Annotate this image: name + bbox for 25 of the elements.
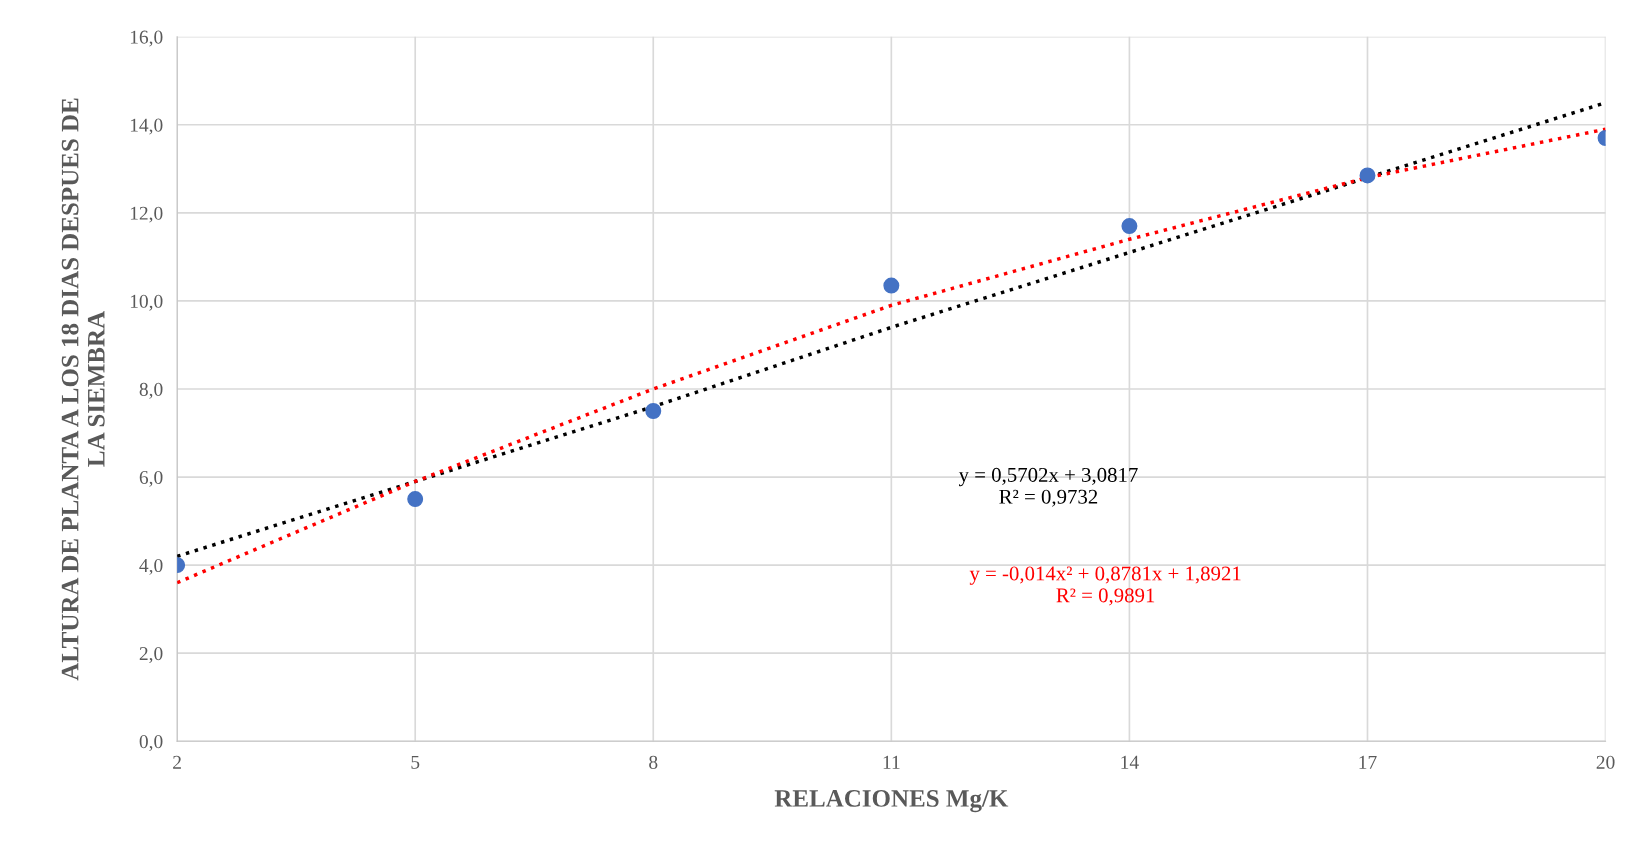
- y-tick-label: 10,0: [130, 294, 163, 311]
- y-tick-label: 8,0: [139, 382, 163, 399]
- point: [1121, 218, 1138, 235]
- point: [407, 491, 424, 508]
- y-tick-label: 14,0: [130, 118, 163, 135]
- x-tick-label: 17: [1359, 755, 1377, 769]
- y-tick-label: 2,0: [139, 647, 163, 663]
- x-tick-label: 11: [883, 755, 900, 769]
- point: [1359, 167, 1376, 184]
- y-tick-label: 6,0: [139, 470, 163, 487]
- text: y = -0,014x² + 0,8781x + 1,8921 R² = 0,9891: [969, 566, 1241, 606]
- y-tick-label: 16,0: [130, 30, 163, 47]
- x-tick-label: 2: [173, 755, 181, 769]
- y-tick-label: 4,0: [139, 558, 163, 575]
- point: [883, 277, 900, 294]
- text: y = 0,5702x + 3,0817 R² = 0,9732: [958, 467, 1138, 507]
- point: [645, 403, 662, 419]
- x-tick-label: 14: [1121, 755, 1139, 769]
- y-tick-label: 12,0: [130, 206, 163, 223]
- y-tick-label: 0,0: [139, 735, 163, 752]
- x-axis-title: RELACIONES Mg/K: [774, 790, 1009, 813]
- x-tick-label: 5: [411, 755, 420, 769]
- y-axis-title: ALTURA DE PLANTA A LOS 18 DIAS DESPUES DE LA SIEMBRA: [61, 98, 105, 681]
- x-tick-label: 20: [1596, 755, 1615, 769]
- x-tick-label: 8: [649, 755, 658, 769]
